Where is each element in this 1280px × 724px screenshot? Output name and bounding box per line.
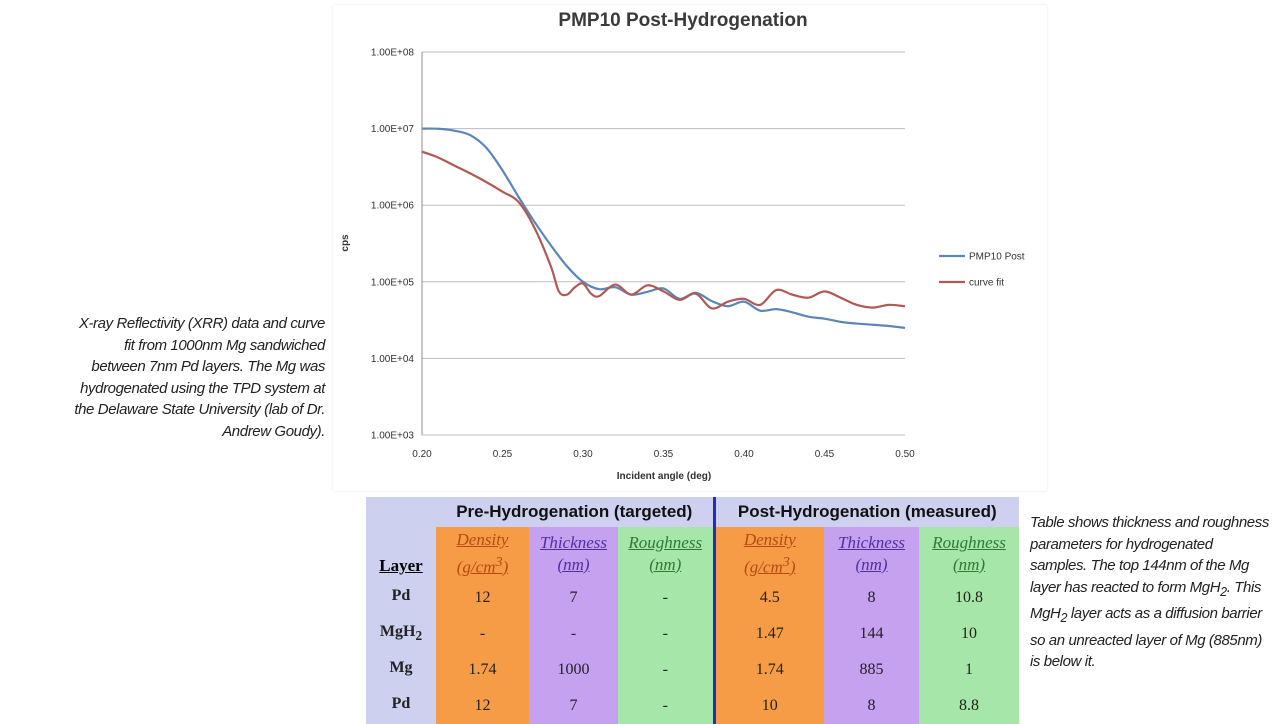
post-roughness-cell: 1 [919, 652, 1020, 688]
y-axis-label: cps [340, 234, 351, 252]
post-thickness-cell: 144 [824, 616, 920, 652]
xrr-chart: PMP10 Post-Hydrogenation 1.00E+081.00E+0… [340, 10, 1025, 482]
pre-density-header: Density (g/cm3) [436, 527, 529, 580]
post-thickness-cell: 885 [824, 652, 920, 688]
pre-thickness-header: Thickness (nm) [529, 527, 618, 580]
post-hydrogenation-header: Post-Hydrogenation (measured) [712, 497, 1020, 527]
axis-layer: 1.00E+08 1.00E+07 1.00E+06 1.00E+05 1.00E+04… [371, 48, 915, 461]
chart-panel: PMP10 Post-Hydrogenation 1.00E+08 1.00E+0… [333, 5, 1047, 491]
pre-roughness-cell: - [618, 580, 715, 616]
layer-name: Pd [366, 688, 436, 724]
table-row: Mg 1.74 1000 - 1.74 885 1 [366, 652, 1020, 688]
y-tick-label: 1.00E+07 [371, 124, 415, 135]
x-tick-label: 0.40 [734, 449, 754, 460]
post-density-cell: 1.47 [712, 616, 825, 652]
pre-thickness-cell: 1000 [529, 652, 618, 688]
table-row: Pd 12 7 - 10 8 8.8 [366, 688, 1020, 724]
x-tick-label: 0.35 [654, 449, 674, 460]
post-thickness-cell: 8 [824, 580, 920, 616]
table-caption-sub1: 2 [1220, 584, 1227, 599]
grid-layer [422, 51, 905, 436]
pre-density-cell: - [436, 616, 529, 652]
y-tick-label: 1.00E+08 [371, 48, 415, 59]
pre-thickness-cell: 7 [529, 580, 618, 616]
post-roughness-cell: 10.8 [919, 580, 1020, 616]
post-density-cell: 4.5 [712, 580, 825, 616]
legend-label: PMP10 Post [969, 252, 1025, 263]
table-row: MgH2 - - - 1.47 144 10 [366, 616, 1020, 652]
y-tick-label: 1.00E+04 [371, 354, 415, 365]
post-density-cell: 1.74 [712, 652, 825, 688]
y-tick-label: 1.00E+06 [371, 201, 415, 212]
pre-roughness-cell: - [618, 652, 715, 688]
pre-roughness-header: Roughness (nm) [618, 527, 715, 580]
x-tick-label: 0.30 [573, 449, 593, 460]
layer-parameters-table: Pre-Hydrogenation (targeted) Post-Hydrog… [366, 497, 1020, 724]
layer-name: MgH2 [366, 616, 436, 652]
legend-label: curve fit [969, 278, 1004, 289]
layer-name: Pd [366, 580, 436, 616]
table-caption: Table shows thickness and roughness para… [1030, 512, 1270, 673]
series-line-curve-fit [421, 150, 906, 310]
pre-density-cell: 12 [436, 688, 529, 724]
pre-density-cell: 1.74 [436, 652, 529, 688]
post-roughness-header: Roughness (nm) [919, 527, 1020, 580]
x-tick-label: 0.25 [493, 449, 513, 460]
x-tick-label: 0.20 [412, 449, 432, 460]
x-tick-label: 0.50 [895, 449, 915, 460]
pre-thickness-cell: - [529, 616, 618, 652]
pre-density-cell: 12 [436, 580, 529, 616]
post-thickness-header: Thickness (nm) [824, 527, 920, 580]
table-caption-sub2: 2 [1060, 611, 1068, 625]
layer-header: Layer [366, 527, 436, 580]
chart-title: PMP10 Post-Hydrogenation [558, 10, 807, 31]
series-line-pmp10-post [421, 127, 906, 330]
layer-name: Mg [366, 652, 436, 688]
pre-roughness-cell: - [618, 616, 715, 652]
x-tick-label: 0.45 [815, 449, 835, 460]
y-tick-label: 1.00E+05 [371, 277, 415, 288]
post-density-cell: 10 [712, 688, 825, 724]
pre-hydrogenation-header: Pre-Hydrogenation (targeted) [436, 497, 715, 527]
table-caption-part1: Table shows thickness and roughness para… [1030, 514, 1269, 596]
table-caption-part3: layer acts as a diffusion barrier so an … [1030, 605, 1262, 670]
chart-caption: X-ray Reflectivity (XRR) data and curve … [74, 315, 325, 440]
table-corner [366, 497, 436, 527]
post-thickness-cell: 8 [824, 688, 920, 724]
pre-thickness-cell: 7 [529, 688, 618, 724]
y-tick-label: 1.00E+03 [371, 431, 415, 442]
x-axis-label: Incident angle (deg) [617, 471, 711, 482]
post-density-header: Density (g/cm3) [712, 527, 825, 580]
table-caption-part2: . This MgH [1030, 578, 1261, 623]
series-layer [421, 127, 906, 330]
pre-roughness-cell: - [618, 688, 715, 724]
table-row: Pd 12 7 - 4.5 8 10.8 [366, 580, 1020, 616]
post-roughness-cell: 8.8 [919, 688, 1020, 724]
post-roughness-cell: 10 [919, 616, 1020, 652]
legend: PMP10 Post curve fit [939, 252, 1025, 289]
